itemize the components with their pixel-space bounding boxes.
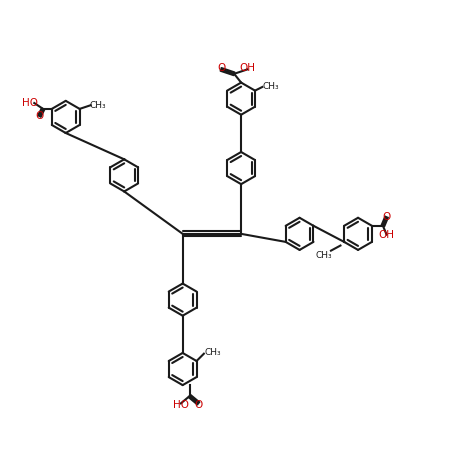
Text: CH₃: CH₃	[204, 348, 221, 357]
Text: O: O	[382, 212, 390, 222]
Text: CH₃: CH₃	[315, 250, 332, 259]
Text: O: O	[35, 111, 43, 121]
Text: O: O	[194, 400, 202, 410]
Text: HO: HO	[173, 400, 189, 410]
Text: O: O	[217, 63, 225, 73]
Text: CH₃: CH₃	[90, 101, 106, 110]
Text: CH₃: CH₃	[263, 83, 280, 92]
Text: OH: OH	[239, 63, 255, 73]
Text: OH: OH	[379, 229, 395, 239]
Text: HO: HO	[22, 98, 38, 108]
